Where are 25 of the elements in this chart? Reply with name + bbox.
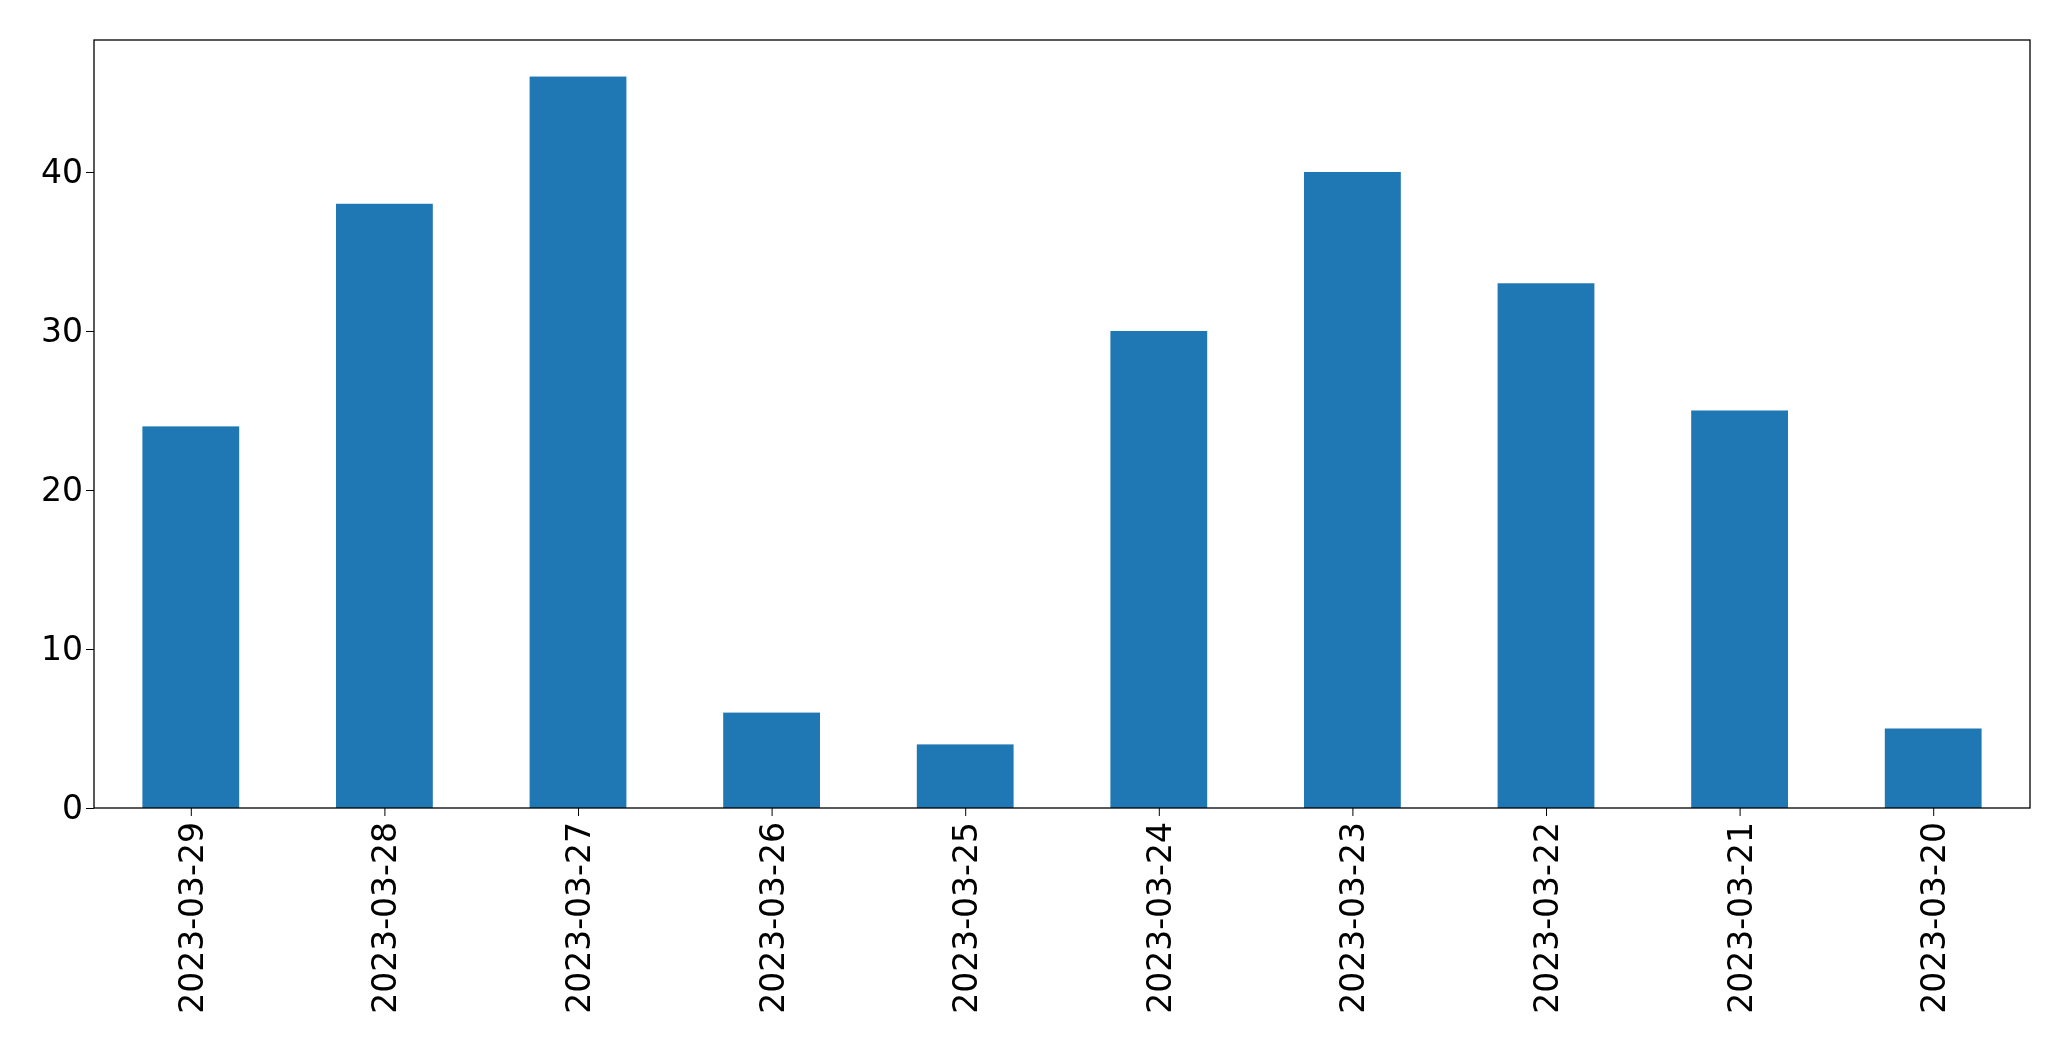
bar (529, 76, 627, 808)
bar (916, 744, 1014, 808)
bar (1884, 728, 1982, 808)
x-tick-label: 2023-03-24 (1139, 822, 1179, 1014)
x-tick-label: 2023-03-20 (1914, 822, 1954, 1014)
y-tick-label: 10 (41, 629, 83, 669)
x-tick-label: 2023-03-27 (559, 822, 599, 1014)
bar (1304, 171, 1401, 808)
bar (142, 426, 240, 808)
y-tick-label: 30 (41, 311, 83, 351)
y-tick-label: 0 (62, 788, 83, 828)
y-tick-label: 40 (41, 152, 83, 192)
x-tick-label: 2023-03-23 (1333, 822, 1373, 1014)
bar (1497, 283, 1595, 808)
bar (1691, 410, 1788, 808)
x-tick-label: 2023-03-25 (946, 822, 986, 1014)
x-tick-label: 2023-03-21 (1720, 822, 1760, 1014)
x-tick-label: 2023-03-22 (1527, 822, 1567, 1014)
bar (723, 712, 820, 808)
x-tick-label: 2023-03-26 (752, 822, 792, 1014)
x-tick-label: 2023-03-28 (365, 822, 405, 1014)
y-tick-label: 20 (41, 470, 83, 510)
bar (336, 203, 433, 808)
bar (1110, 330, 1208, 808)
x-tick-label: 2023-03-29 (171, 822, 211, 1014)
